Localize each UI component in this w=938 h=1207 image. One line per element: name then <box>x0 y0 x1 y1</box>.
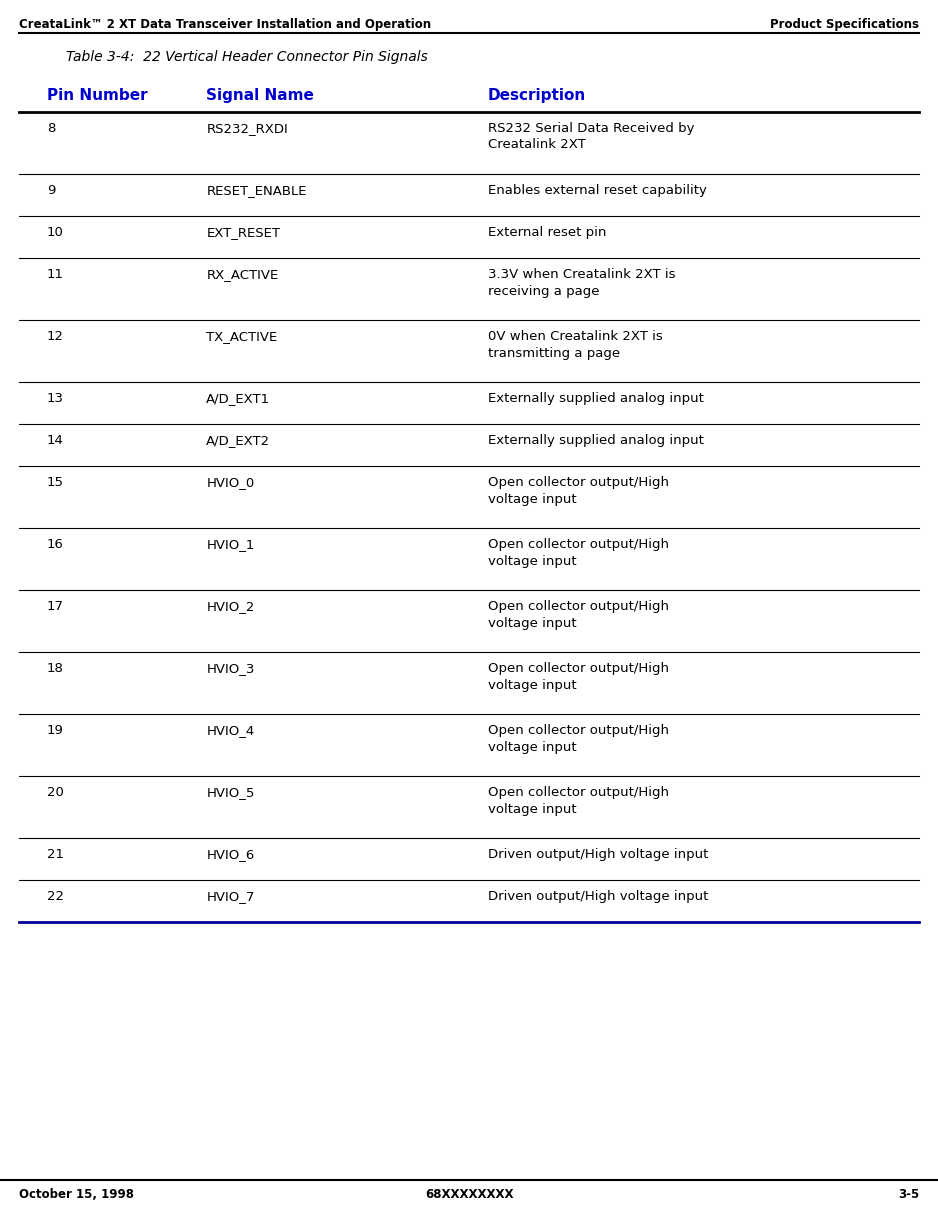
Text: 16: 16 <box>47 538 64 552</box>
Text: A/D_EXT2: A/D_EXT2 <box>206 435 270 447</box>
Text: Externally supplied analog input: Externally supplied analog input <box>488 392 704 406</box>
Text: Table 3-4:  22 Vertical Header Connector Pin Signals: Table 3-4: 22 Vertical Header Connector … <box>66 49 428 64</box>
Text: 22: 22 <box>47 890 64 903</box>
Text: 68XXXXXXXX: 68XXXXXXXX <box>425 1188 513 1201</box>
Text: 15: 15 <box>47 476 64 489</box>
Text: Driven output/High voltage input: Driven output/High voltage input <box>488 890 708 903</box>
Text: RS232_RXDI: RS232_RXDI <box>206 122 288 135</box>
Text: 3.3V when Creatalink 2XT is
receiving a page: 3.3V when Creatalink 2XT is receiving a … <box>488 268 675 297</box>
Text: Open collector output/High
voltage input: Open collector output/High voltage input <box>488 476 669 506</box>
Text: HVIO_3: HVIO_3 <box>206 661 255 675</box>
Text: Open collector output/High
voltage input: Open collector output/High voltage input <box>488 538 669 567</box>
Text: HVIO_7: HVIO_7 <box>206 890 255 903</box>
Text: 14: 14 <box>47 435 64 447</box>
Text: HVIO_4: HVIO_4 <box>206 724 254 737</box>
Text: RX_ACTIVE: RX_ACTIVE <box>206 268 279 281</box>
Text: HVIO_6: HVIO_6 <box>206 849 254 861</box>
Text: A/D_EXT1: A/D_EXT1 <box>206 392 270 406</box>
Text: October 15, 1998: October 15, 1998 <box>19 1188 134 1201</box>
Text: Product Specifications: Product Specifications <box>770 18 919 31</box>
Text: 10: 10 <box>47 226 64 239</box>
Text: RESET_ENABLE: RESET_ENABLE <box>206 183 307 197</box>
Text: Open collector output/High
voltage input: Open collector output/High voltage input <box>488 661 669 692</box>
Text: 3-5: 3-5 <box>898 1188 919 1201</box>
Text: Externally supplied analog input: Externally supplied analog input <box>488 435 704 447</box>
Text: 13: 13 <box>47 392 64 406</box>
Text: HVIO_1: HVIO_1 <box>206 538 255 552</box>
Text: External reset pin: External reset pin <box>488 226 606 239</box>
Text: 9: 9 <box>47 183 55 197</box>
Text: CreataLink™ 2 XT Data Transceiver Installation and Operation: CreataLink™ 2 XT Data Transceiver Instal… <box>19 18 431 31</box>
Text: 0V when Creatalink 2XT is
transmitting a page: 0V when Creatalink 2XT is transmitting a… <box>488 330 662 360</box>
Text: 17: 17 <box>47 600 64 613</box>
Text: 18: 18 <box>47 661 64 675</box>
Text: 11: 11 <box>47 268 64 281</box>
Text: 12: 12 <box>47 330 64 343</box>
Text: TX_ACTIVE: TX_ACTIVE <box>206 330 278 343</box>
Text: Driven output/High voltage input: Driven output/High voltage input <box>488 849 708 861</box>
Text: Pin Number: Pin Number <box>47 88 147 103</box>
Text: HVIO_5: HVIO_5 <box>206 786 255 799</box>
Text: 19: 19 <box>47 724 64 737</box>
Text: Signal Name: Signal Name <box>206 88 314 103</box>
Text: HVIO_2: HVIO_2 <box>206 600 255 613</box>
Text: Open collector output/High
voltage input: Open collector output/High voltage input <box>488 600 669 630</box>
Text: Enables external reset capability: Enables external reset capability <box>488 183 706 197</box>
Text: EXT_RESET: EXT_RESET <box>206 226 280 239</box>
Text: Description: Description <box>488 88 586 103</box>
Text: 21: 21 <box>47 849 64 861</box>
Text: Open collector output/High
voltage input: Open collector output/High voltage input <box>488 786 669 816</box>
Text: RS232 Serial Data Received by
Creatalink 2XT: RS232 Serial Data Received by Creatalink… <box>488 122 694 152</box>
Text: 8: 8 <box>47 122 55 135</box>
Text: Open collector output/High
voltage input: Open collector output/High voltage input <box>488 724 669 753</box>
Text: HVIO_0: HVIO_0 <box>206 476 254 489</box>
Text: 20: 20 <box>47 786 64 799</box>
